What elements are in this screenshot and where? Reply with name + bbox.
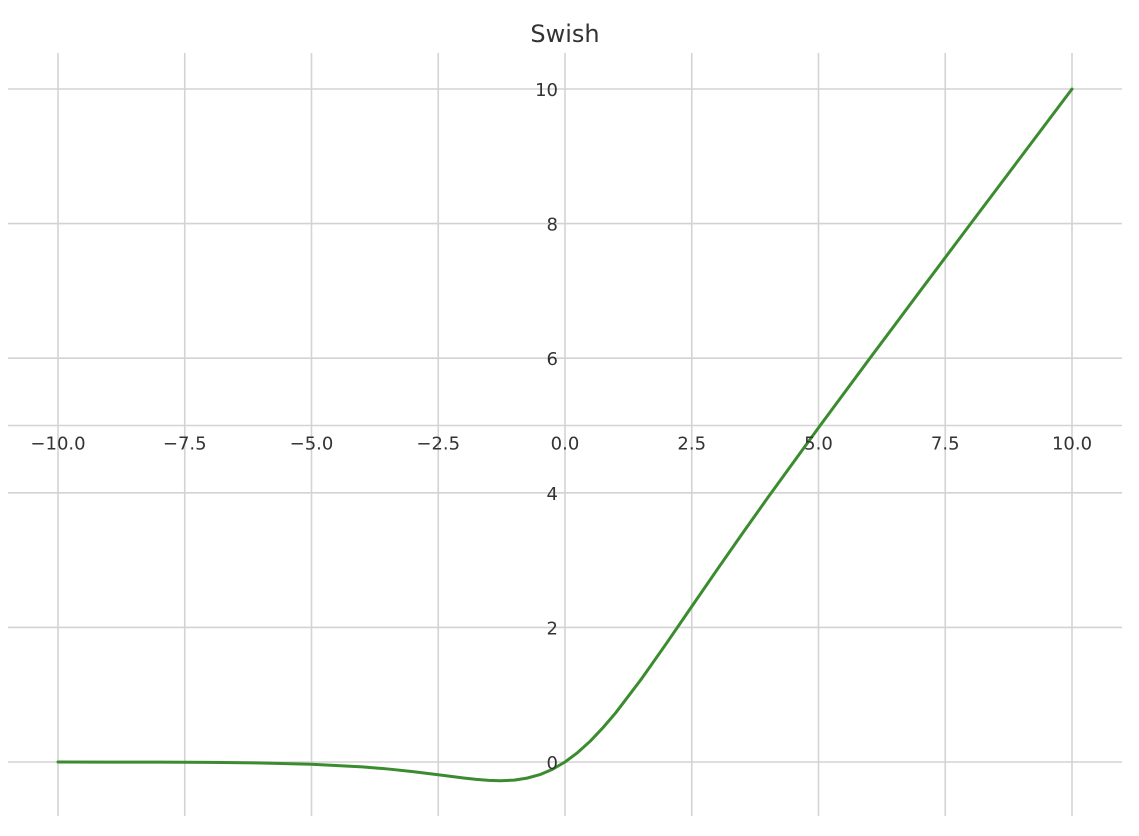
- x-tick-label: −5.0: [290, 434, 334, 455]
- y-tick-label: 0: [547, 753, 558, 774]
- x-tick-label: 0.0: [551, 434, 580, 455]
- spine-layer: [8, 53, 1122, 816]
- x-tick-label: −2.5: [416, 434, 460, 455]
- chart-title: Swish: [530, 20, 599, 48]
- x-tick-label: −10.0: [30, 434, 85, 455]
- y-tick-label: 2: [547, 618, 558, 639]
- y-tick-label: 10: [535, 80, 558, 101]
- x-tick-label: 10.0: [1052, 434, 1092, 455]
- x-tick-label: 5.0: [804, 434, 833, 455]
- y-tick-label: 8: [547, 215, 558, 236]
- x-tick-label: −7.5: [163, 434, 207, 455]
- x-tick-label: 7.5: [931, 434, 960, 455]
- x-tick-label: 2.5: [677, 434, 706, 455]
- y-tick-label: 6: [547, 349, 558, 370]
- tick-layer: −10.0 −7.5 −5.0 −2.5 0.0 2.5 5.0 7.5 10.0 0 2 4 6 8 10: [30, 80, 1092, 774]
- y-tick-label: 4: [547, 484, 558, 505]
- series-layer: [56, 87, 1074, 783]
- swish-series-line: [56, 87, 1074, 783]
